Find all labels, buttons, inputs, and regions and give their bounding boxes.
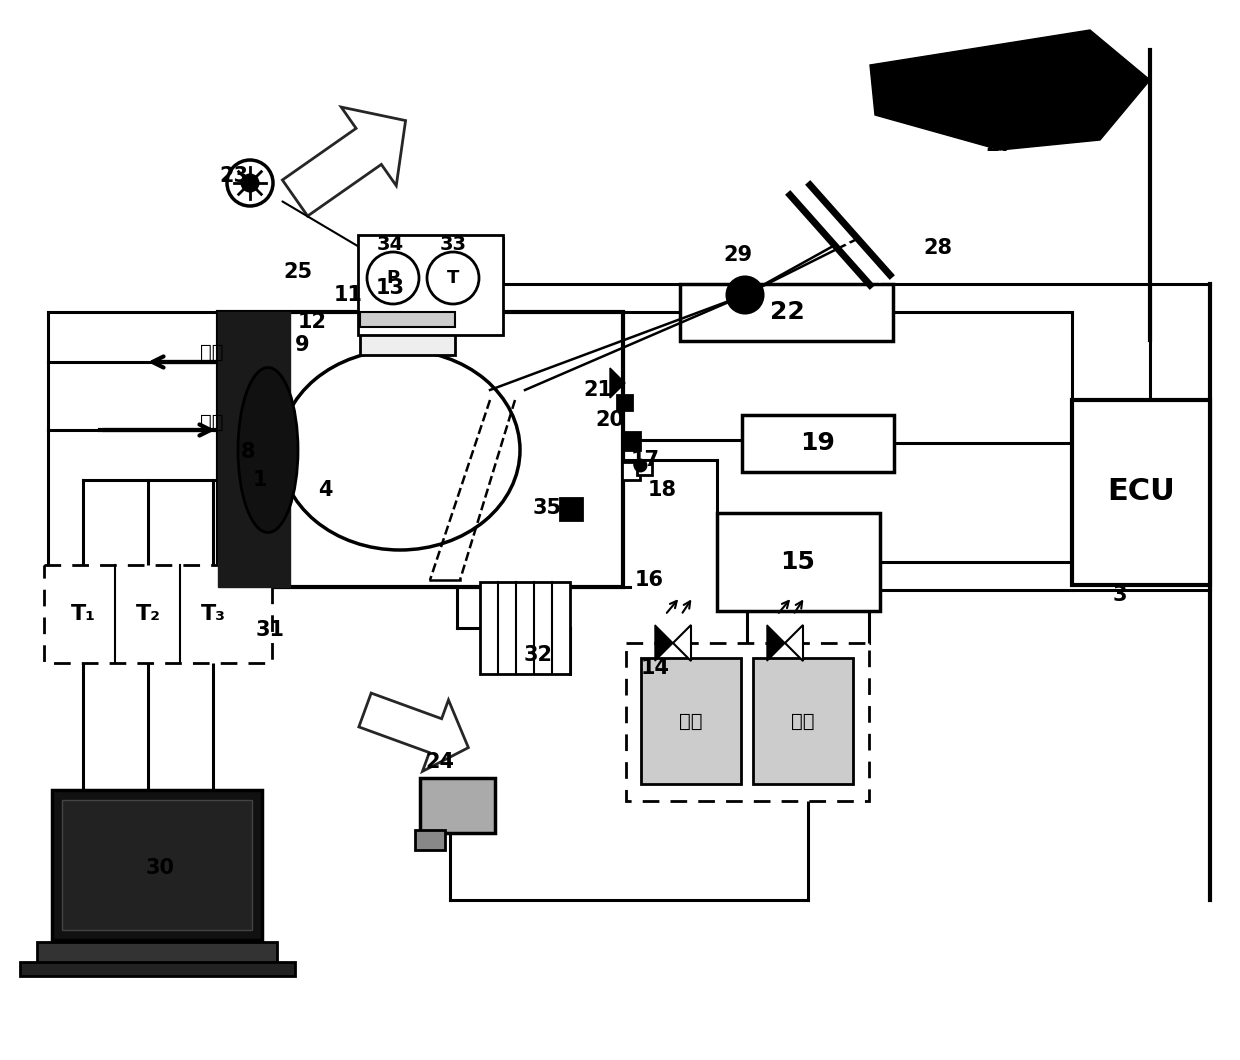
Text: T₁: T₁ [71,604,95,624]
Text: 9: 9 [295,335,309,355]
Text: 28: 28 [924,238,952,258]
Bar [717,513,880,611]
Circle shape [227,160,273,206]
Circle shape [367,252,419,304]
Text: 8: 8 [241,442,255,462]
Text: 20: 20 [595,410,625,430]
Text: 21: 21 [584,379,613,400]
Polygon shape [218,312,290,587]
Bar [680,284,893,341]
Bar [742,416,894,472]
Circle shape [727,277,763,313]
Text: 进水: 进水 [200,412,223,431]
Bar [753,658,853,784]
Bar [622,462,640,480]
Bar [360,312,455,326]
Text: 19: 19 [801,431,836,455]
Text: 34: 34 [377,235,403,254]
Bar [626,643,869,801]
Text: 15: 15 [780,550,816,575]
Bar [618,395,632,410]
Bar [637,460,652,475]
Bar [37,942,277,964]
Text: ECU: ECU [1107,477,1174,507]
Text: 空气: 空气 [680,711,703,730]
Polygon shape [673,625,691,661]
Text: 氢气: 氢气 [791,711,815,730]
Text: 25: 25 [284,262,312,282]
Polygon shape [870,30,1149,151]
Bar [1073,400,1210,585]
Ellipse shape [280,350,520,550]
Text: 27: 27 [986,135,1014,155]
Circle shape [737,287,753,303]
Text: 11: 11 [334,285,362,305]
Ellipse shape [238,368,298,532]
Polygon shape [610,368,625,398]
Text: 31: 31 [255,620,284,640]
Text: 12: 12 [298,312,326,332]
Polygon shape [358,693,469,772]
Bar [622,432,640,450]
Bar [62,800,252,930]
Text: 33: 33 [439,235,466,254]
Text: 29: 29 [723,245,753,265]
Text: 22: 22 [770,300,805,324]
Bar [480,582,570,674]
Bar [218,312,622,587]
Bar [415,830,445,850]
Text: 13: 13 [376,278,404,298]
Text: 18: 18 [647,480,677,500]
Bar [420,778,495,833]
Bar [20,962,295,976]
Polygon shape [655,625,673,661]
Bar [43,565,272,662]
Text: 35: 35 [532,498,562,518]
Text: 3: 3 [1112,585,1127,605]
Text: 4: 4 [317,480,332,500]
Bar [641,658,742,784]
Text: P: P [387,269,399,287]
Text: 1: 1 [253,470,268,490]
Text: T₂: T₂ [135,604,160,624]
Bar [560,498,582,520]
Bar [358,235,503,335]
Text: 32: 32 [523,644,553,665]
Text: 16: 16 [635,570,663,590]
Text: T: T [446,269,459,287]
Text: 14: 14 [641,658,670,678]
Bar [52,790,262,940]
Text: 24: 24 [425,752,455,772]
Polygon shape [785,625,804,661]
Text: 出水: 出水 [200,342,223,361]
Text: T₃: T₃ [201,604,226,624]
Polygon shape [768,625,785,661]
Text: 30: 30 [145,858,175,878]
Text: 23: 23 [219,166,248,185]
Circle shape [242,175,258,191]
Circle shape [427,252,479,304]
Polygon shape [283,107,405,216]
Bar [360,310,455,355]
Text: 17: 17 [630,450,660,470]
